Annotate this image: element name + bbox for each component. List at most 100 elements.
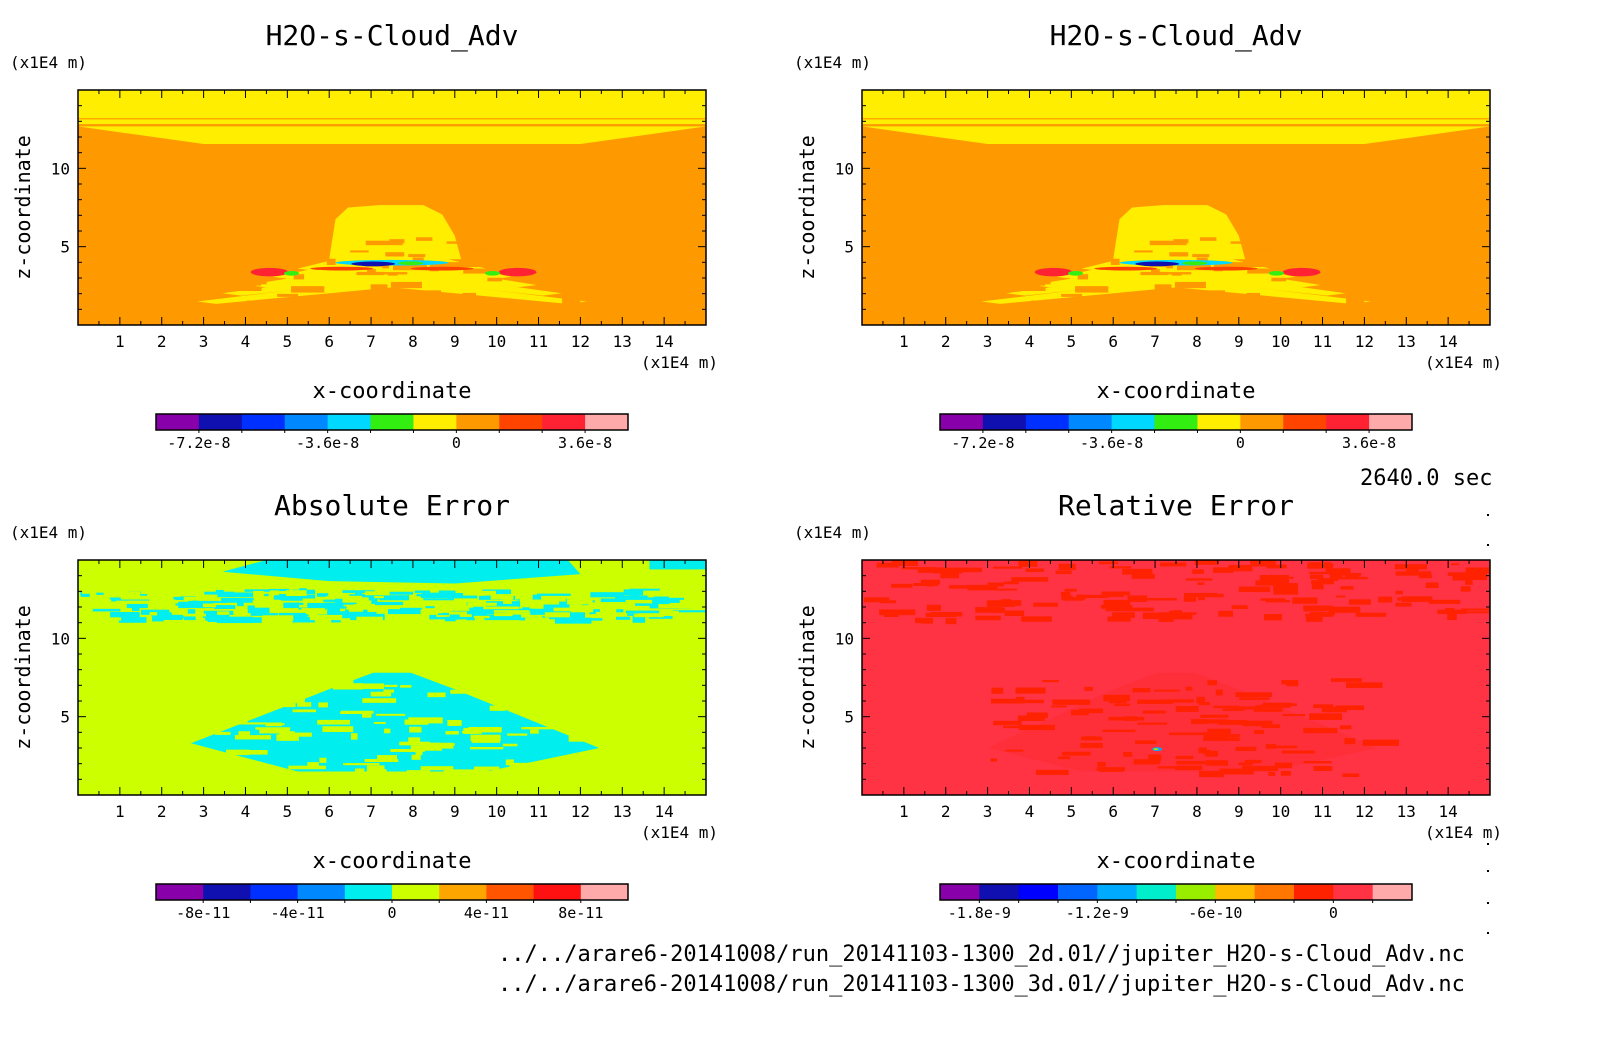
panel-title: Absolute Error — [274, 489, 510, 522]
x-tick-label: 9 — [1234, 802, 1244, 821]
x-axis-label: x-coordinate — [1097, 379, 1256, 404]
colorbar-tick-label: 4e-11 — [464, 904, 509, 922]
x-tick-label: 9 — [1234, 332, 1244, 351]
x-tick-label: 1 — [899, 332, 909, 351]
colorbar-swatch — [1058, 884, 1098, 900]
y-tick-label: 10 — [51, 159, 70, 178]
heatmap-field — [862, 90, 1490, 325]
x-unit-label: (x1E4 m) — [641, 823, 718, 842]
stray-dot — [1487, 902, 1489, 904]
x-tick-label: 13 — [613, 802, 632, 821]
x-unit-label: (x1E4 m) — [641, 353, 718, 372]
panel-title: H2O-s-Cloud_Adv — [266, 19, 519, 53]
x-tick-label: 2 — [157, 332, 167, 351]
colorbar-swatch — [370, 414, 414, 430]
x-tick-label: 8 — [408, 802, 418, 821]
x-tick-label: 12 — [1355, 332, 1374, 351]
x-tick-label: 5 — [1067, 332, 1077, 351]
colorbar-swatch — [439, 884, 487, 900]
x-tick-label: 10 — [487, 332, 506, 351]
x-tick-label: 1 — [115, 802, 125, 821]
x-tick-label: 13 — [613, 332, 632, 351]
colorbar-swatch — [392, 884, 440, 900]
colorbar-swatch — [297, 884, 346, 900]
colorbar-swatch — [1025, 414, 1070, 430]
colorbar-tick-label: -6e-10 — [1188, 904, 1242, 922]
colorbar-tick-label: -7.2e-8 — [167, 434, 230, 452]
y-axis-label: z-coordinate — [11, 605, 35, 750]
x-tick-label: 2 — [157, 802, 167, 821]
colorbar-swatch — [486, 884, 535, 900]
x-tick-label: 3 — [199, 332, 209, 351]
colorbar-frame — [155, 413, 629, 431]
x-tick-label: 5 — [283, 332, 293, 351]
colorbar-swatch — [241, 414, 286, 430]
panel-title: Relative Error — [1058, 489, 1294, 522]
x-tick-label: 9 — [450, 802, 460, 821]
colorbar-frame — [939, 413, 1413, 431]
colorbar-swatch — [1372, 884, 1413, 900]
x-tick-label: 1 — [115, 332, 125, 351]
x-tick-label: 2 — [941, 802, 951, 821]
x-tick-label: 14 — [655, 332, 674, 351]
x-tick-label: 7 — [1150, 332, 1160, 351]
x-tick-label: 7 — [366, 802, 376, 821]
heatmap-field — [78, 90, 706, 325]
colorbar-swatch — [284, 414, 329, 430]
colorbar-swatch — [533, 884, 582, 900]
colorbar-swatch — [982, 414, 1027, 430]
file-path-3d: ../../arare6-20141008/run_20141103-1300_… — [498, 972, 1465, 997]
colorbar-tick-label: -1.2e-9 — [1066, 904, 1129, 922]
colorbar-swatch — [585, 414, 629, 430]
colorbar-tick-label: -8e-11 — [176, 904, 230, 922]
y-tick-label: 5 — [844, 238, 854, 257]
panel-3: Absolute Error(x1E4 m)1 2 3 4 5 6 7 8 9 10 11 12 13 1… — [10, 489, 718, 922]
x-unit-label: (x1E4 m) — [1425, 823, 1502, 842]
colorbar-swatch — [1326, 414, 1370, 430]
y-tick-label: 10 — [51, 629, 70, 648]
colorbar-swatch — [250, 884, 299, 900]
x-tick-label: 9 — [450, 332, 460, 351]
x-tick-label: 6 — [324, 802, 334, 821]
colorbar-tick-label: 3.6e-8 — [1342, 434, 1396, 452]
colorbar-tick-label: 0 — [452, 434, 461, 452]
x-tick-label: 8 — [408, 332, 418, 351]
x-tick-label: 7 — [1150, 802, 1160, 821]
x-tick-label: 1 — [899, 802, 909, 821]
panel-1: H2O-s-Cloud_Adv(x1E4 m)1 2 3 4 5 6 7 8 9 10 11 12 13… — [10, 19, 718, 452]
x-tick-label: 4 — [1025, 332, 1035, 351]
colorbar-swatch — [542, 414, 586, 430]
x-axis-label: x-coordinate — [1097, 849, 1256, 874]
colorbar-swatch — [940, 414, 984, 430]
colorbar-swatch — [1136, 884, 1177, 900]
colorbar-tick-label: 0 — [1236, 434, 1245, 452]
x-tick-label: 4 — [1025, 802, 1035, 821]
x-tick-label: 3 — [199, 802, 209, 821]
colorbar-tick-label: -1.8e-9 — [948, 904, 1011, 922]
y-unit-label: (x1E4 m) — [10, 523, 87, 542]
colorbar-tick-label: -7.2e-8 — [951, 434, 1014, 452]
x-tick-label: 6 — [1108, 332, 1118, 351]
colorbar-swatch — [203, 884, 251, 900]
x-tick-label: 10 — [487, 802, 506, 821]
colorbar-swatch — [1111, 414, 1156, 430]
colorbar-swatch — [1369, 414, 1413, 430]
colorbar-swatch — [1068, 414, 1113, 430]
x-tick-label: 12 — [571, 802, 590, 821]
x-tick-label: 11 — [529, 802, 548, 821]
colorbar-swatch — [1240, 414, 1284, 430]
colorbar-swatch — [456, 414, 500, 430]
y-tick-label: 5 — [844, 708, 854, 727]
colorbar-tick-label: 0 — [1329, 904, 1338, 922]
y-unit-label: (x1E4 m) — [794, 53, 871, 72]
colorbar-swatch — [327, 414, 372, 430]
colorbar-swatch — [198, 414, 243, 430]
colorbar-swatch — [1018, 884, 1059, 900]
x-tick-label: 7 — [366, 332, 376, 351]
x-tick-label: 8 — [1192, 802, 1202, 821]
colorbar-swatch — [1254, 884, 1295, 900]
heatmap-field — [862, 560, 1490, 795]
x-tick-label: 11 — [1313, 332, 1332, 351]
y-axis-label: z-coordinate — [795, 135, 819, 280]
